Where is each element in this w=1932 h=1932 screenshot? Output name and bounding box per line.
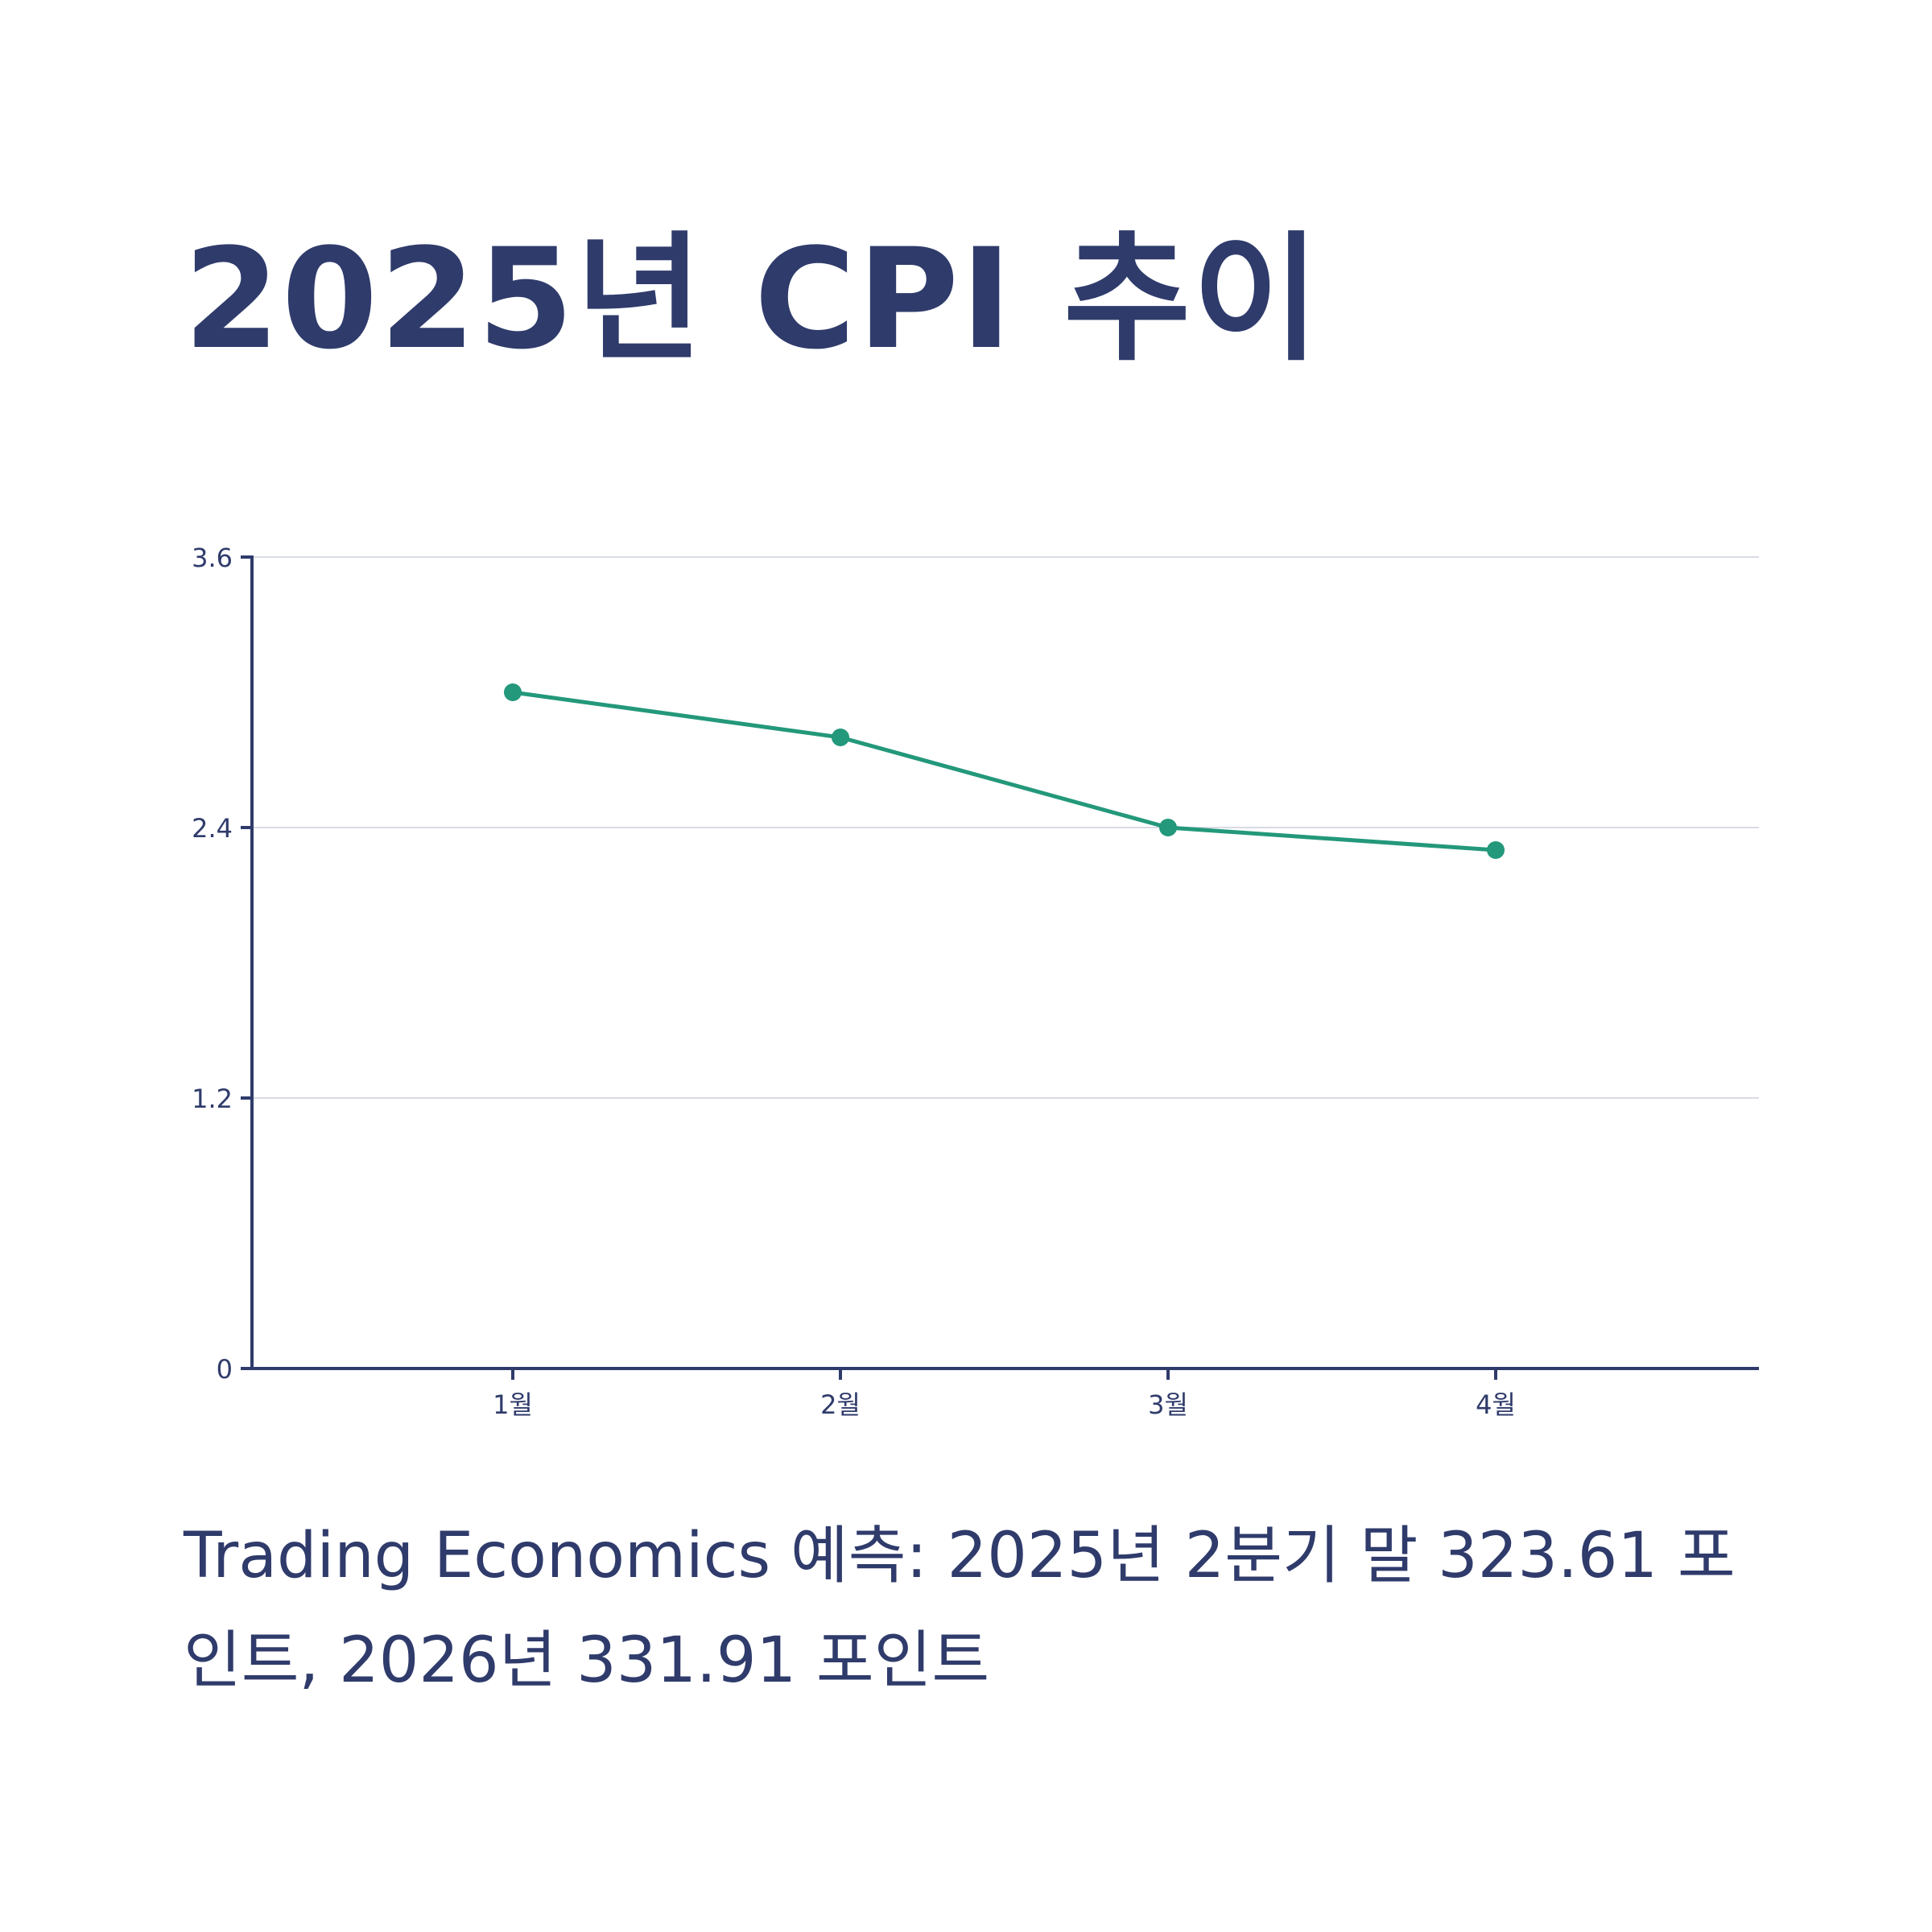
data-point [832, 729, 849, 746]
x-tick-label: 4월 [1476, 1389, 1516, 1420]
x-tick-label: 3월 [1148, 1389, 1188, 1420]
data-point [1159, 819, 1177, 836]
series-line [512, 690, 1496, 852]
y-tick-label: 1.2 [192, 1084, 233, 1114]
x-tick-label: 2월 [820, 1389, 861, 1420]
y-tick-label: 2.4 [192, 813, 233, 844]
y-tick-label: 0 [217, 1354, 233, 1385]
data-point [1487, 841, 1505, 859]
x-tick-label: 1월 [493, 1389, 533, 1420]
data-point [504, 683, 522, 701]
y-tick-label: 3.6 [192, 543, 233, 573]
page-title: 2025년 CPI 추이 [184, 218, 1322, 380]
forecast-caption: Trading Economics 예측: 2025년 2분기 말 323.61… [184, 1520, 1736, 1697]
